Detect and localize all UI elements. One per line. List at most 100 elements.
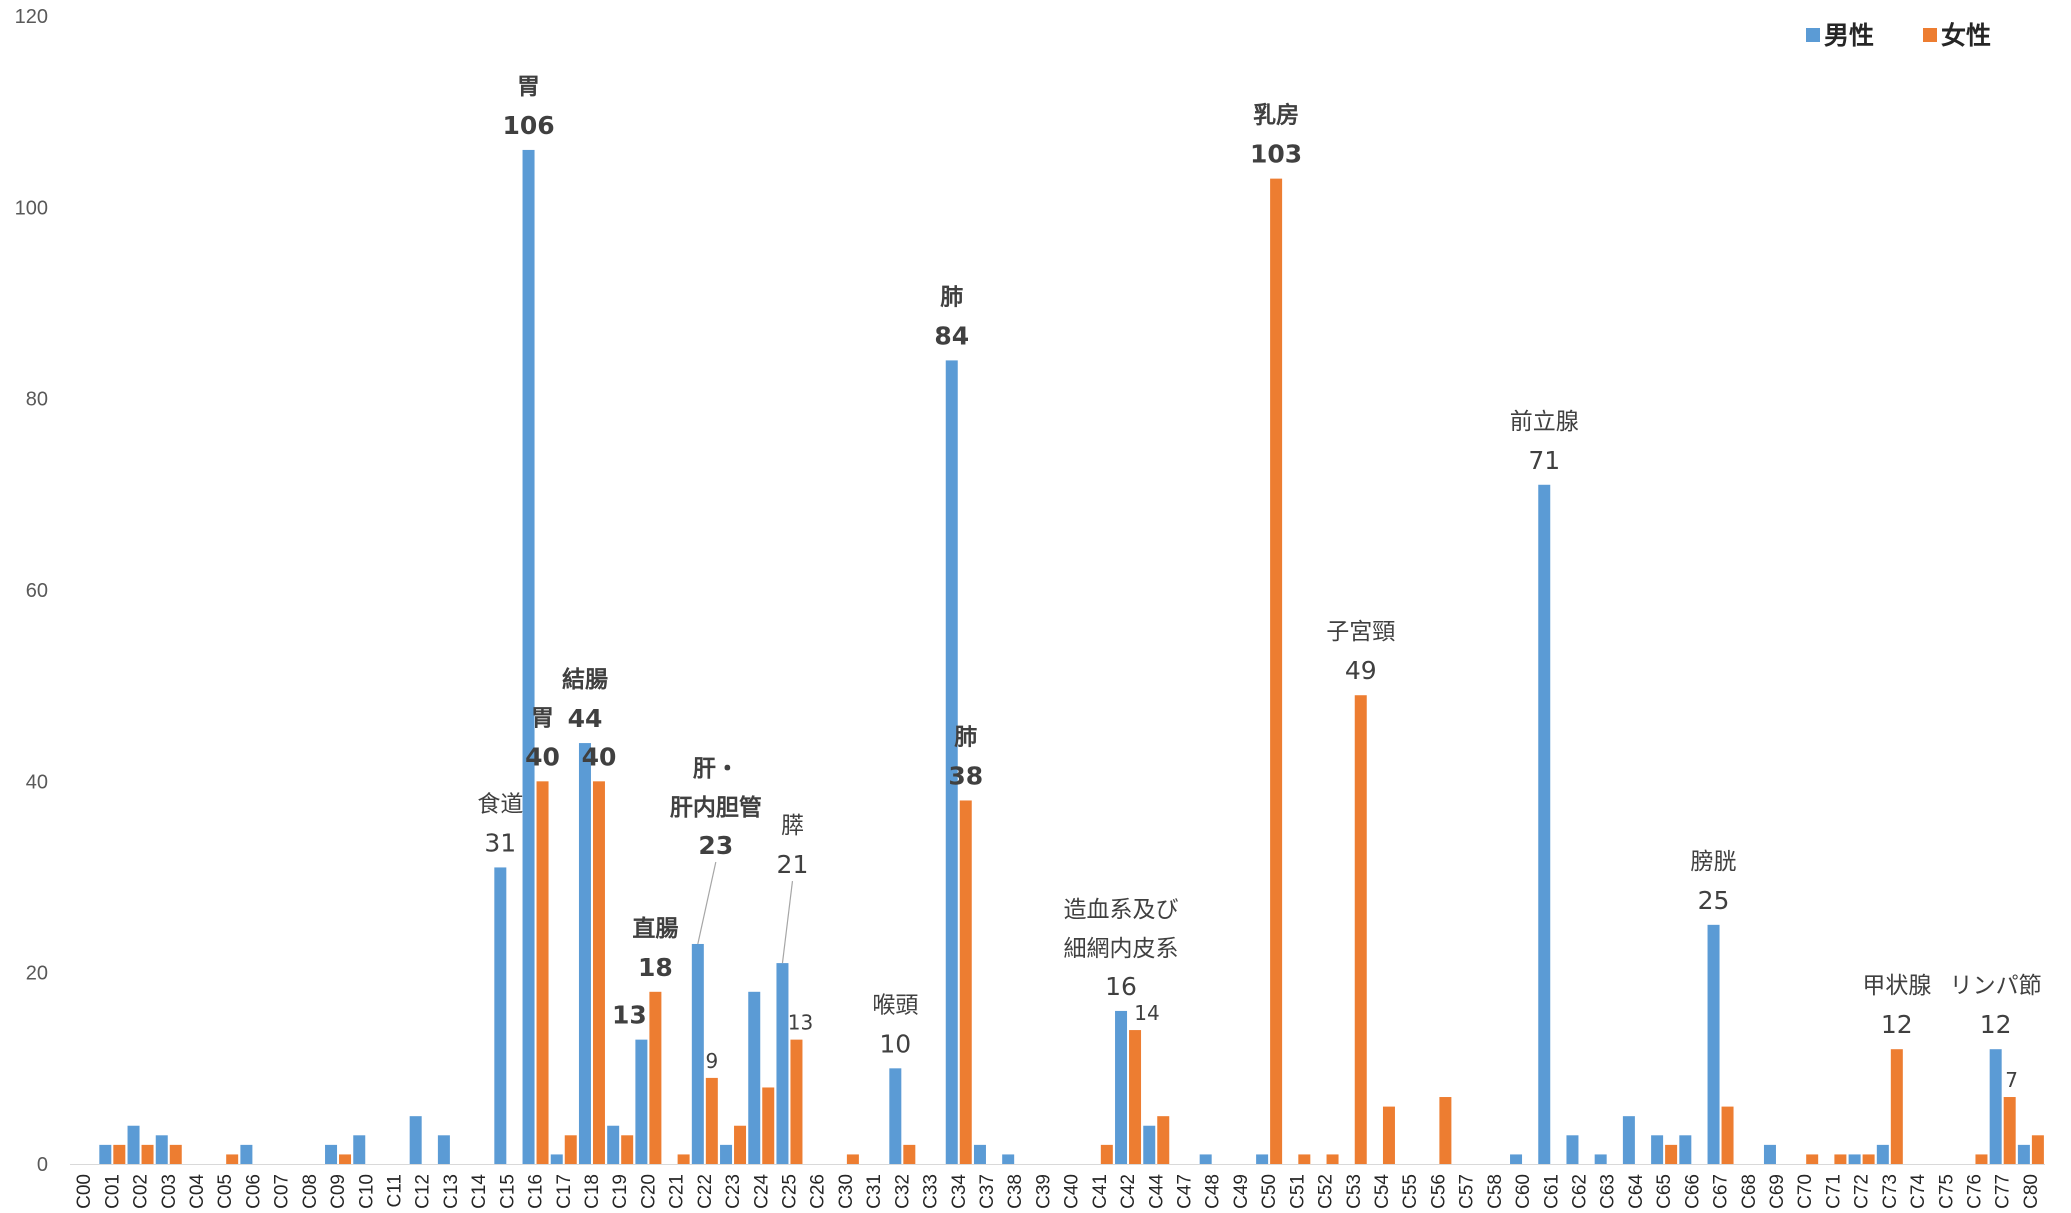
bar-female-C72 [1862, 1154, 1875, 1164]
data-label-value: 84 [934, 321, 969, 350]
bar-male-C42 [1115, 1010, 1128, 1164]
x-tick-label: C76 [1964, 1174, 1985, 1209]
bar-male-C25 [776, 963, 789, 1164]
data-label-value: 10 [879, 1029, 911, 1058]
x-tick-label: C05 [215, 1174, 236, 1209]
data-label-value: 18 [638, 953, 673, 982]
data-label-name: 直腸 [632, 915, 678, 942]
bar-male-C06 [240, 1144, 253, 1164]
bar-female-C18 [592, 781, 605, 1164]
x-tick-label: C16 [526, 1174, 547, 1209]
legend-swatch-female [1923, 28, 1937, 42]
bar-female-C05 [226, 1154, 239, 1164]
bar-male-C01 [99, 1144, 112, 1164]
bar-male-C60 [1510, 1154, 1523, 1164]
bar-female-C54 [1382, 1106, 1395, 1164]
y-tick-label: 60 [26, 580, 48, 602]
bar-female-C17 [564, 1135, 577, 1164]
data-label-name: 喉頭 [872, 992, 918, 1018]
x-tick-label: C03 [159, 1174, 180, 1209]
bar-male-C18 [578, 743, 591, 1164]
x-tick-label: C01 [102, 1174, 123, 1209]
bar-female-C76 [1975, 1154, 1988, 1164]
x-tick-label: C80 [2021, 1174, 2042, 1209]
data-label-name: 結腸 [562, 666, 608, 693]
bar-female-C73 [1890, 1049, 1903, 1164]
bar-female-C09 [339, 1154, 352, 1164]
bar-male-C34 [945, 360, 958, 1164]
data-label-value: 13 [788, 1011, 813, 1035]
x-tick-label: C49 [1231, 1174, 1252, 1209]
data-label-name: 膵 [781, 813, 804, 839]
data-label-name: リンパ節 [1950, 973, 2042, 999]
data-label-value: 9 [705, 1049, 718, 1073]
bar-female-C25 [790, 1039, 803, 1164]
data-label-value: 21 [777, 850, 809, 879]
bar-male-C48 [1199, 1154, 1212, 1164]
x-tick-label: C52 [1316, 1174, 1337, 1209]
data-label-value: 25 [1698, 886, 1730, 915]
bar-male-C24 [748, 991, 761, 1164]
data-label-value: 40 [582, 742, 617, 771]
x-tick-label: C73 [1880, 1174, 1901, 1209]
bar-male-C50 [1256, 1154, 1269, 1164]
data-label-value: 40 [525, 742, 560, 771]
legend[interactable]: 男性 女性 [1806, 21, 1991, 50]
bar-male-C69 [1763, 1144, 1776, 1164]
bar-male-C13 [437, 1135, 450, 1164]
data-label-name: 子宮頸 [1326, 619, 1395, 645]
x-tick-label: C32 [892, 1174, 913, 1209]
data-label-value: 12 [1881, 1010, 1913, 1039]
bar-male-C65 [1651, 1135, 1664, 1164]
bar-male-C38 [1002, 1154, 1015, 1164]
x-tick-label: C31 [864, 1174, 885, 1209]
data-label-name-line2: 肝内胆管 [670, 794, 762, 821]
x-tick-label: C23 [723, 1174, 744, 1209]
data-label-value: 49 [1345, 656, 1377, 685]
x-tick-label: C08 [300, 1174, 321, 1209]
x-tick-label: C19 [610, 1174, 631, 1209]
x-tick-label: C77 [1993, 1174, 2014, 1209]
y-tick-label: 40 [26, 771, 48, 793]
y-axis-ticks: 0 20 40 60 80 100 120 [15, 6, 48, 1176]
x-tick-label: C33 [921, 1174, 942, 1209]
legend-label-female[interactable]: 女性 [1941, 21, 1991, 50]
bar-male-C19 [607, 1125, 620, 1164]
leader-line [697, 861, 717, 945]
x-tick-label: C57 [1457, 1174, 1478, 1209]
leader-line [781, 881, 794, 964]
x-tick-label: C53 [1344, 1174, 1365, 1209]
bar-male-C15 [494, 867, 507, 1164]
x-tick-label: C54 [1372, 1174, 1393, 1209]
y-tick-label: 120 [15, 6, 48, 28]
data-label-name: 膀胱 [1691, 849, 1737, 875]
x-tick-label: C21 [667, 1174, 688, 1209]
x-tick-label: C55 [1400, 1174, 1421, 1209]
x-tick-label: C18 [582, 1174, 603, 1209]
x-tick-label: C20 [638, 1174, 659, 1209]
data-label-value: 106 [502, 111, 554, 140]
bar-female-C50 [1270, 178, 1283, 1164]
bar-female-C80 [2031, 1135, 2044, 1164]
bar-male-C80 [2017, 1144, 2030, 1164]
bar-female-C24 [762, 1087, 775, 1164]
y-tick-label: 100 [15, 197, 48, 219]
bar-male-C02 [127, 1125, 140, 1164]
data-label-value: 44 [568, 704, 603, 733]
y-tick-label: 0 [37, 1154, 48, 1176]
x-tick-label: C41 [1090, 1174, 1111, 1209]
bar-female-C53 [1354, 695, 1367, 1164]
bar-male-C17 [550, 1154, 563, 1164]
x-tick-label: C00 [74, 1174, 95, 1209]
x-tick-label: C13 [441, 1174, 462, 1209]
data-label-name: 胃 [531, 705, 554, 731]
annotations: 31 食道 106 胃 40 胃 44 結腸 40 13 18 直腸 23 肝・肝内胆管 9 21 膵 13 10 喉… [477, 74, 2041, 1092]
data-label-name: 肺 [954, 724, 977, 750]
legend-label-male[interactable]: 男性 [1824, 21, 1874, 50]
data-label-name: 肝・ [693, 756, 739, 782]
bar-male-C44 [1143, 1125, 1156, 1164]
x-tick-label: C51 [1287, 1174, 1308, 1209]
x-tick-label: C66 [1682, 1174, 1703, 1209]
x-tick-label: C12 [413, 1174, 434, 1209]
x-tick-label: C10 [356, 1174, 377, 1209]
